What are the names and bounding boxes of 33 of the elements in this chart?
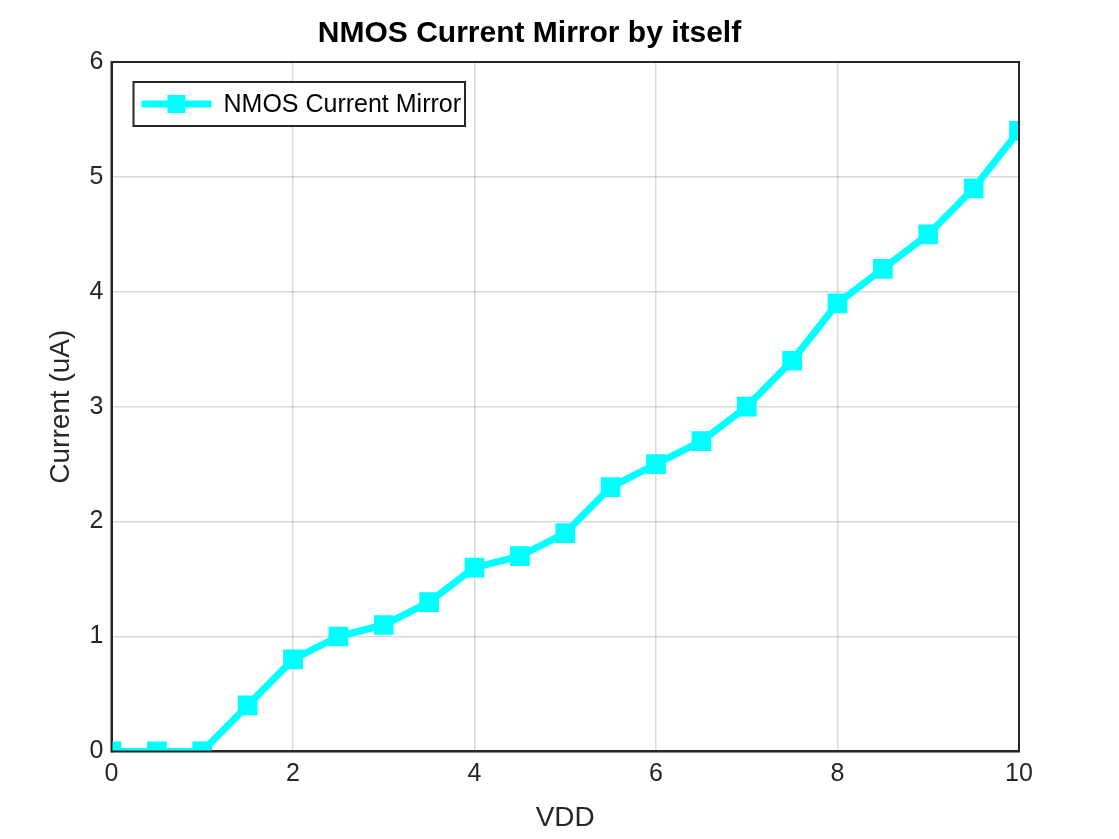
point (600, 477, 621, 497)
x-tick-label: 2 (286, 758, 300, 787)
y-axis-title: Current (uA) (43, 329, 75, 484)
point (918, 224, 939, 245)
point (328, 626, 349, 647)
point (873, 258, 893, 279)
chart-title: NMOS Current Mirror by itself (317, 15, 743, 49)
point (283, 649, 303, 670)
point (736, 396, 757, 417)
y-tick-label: 3 (89, 390, 104, 419)
point (510, 546, 530, 566)
legend-label: NMOS Current Mirror (223, 88, 462, 117)
point (782, 350, 802, 371)
point (827, 293, 848, 314)
point (419, 592, 439, 612)
point (373, 615, 394, 635)
y-tick-label: 6 (89, 45, 104, 74)
y-tick-label: 1 (89, 620, 104, 649)
point (691, 431, 712, 452)
point (555, 523, 576, 543)
point (963, 178, 984, 199)
x-axis-title: VDD (535, 800, 595, 832)
y-tick-label: 5 (89, 160, 104, 189)
point (464, 557, 485, 578)
x-tick-label: 8 (830, 758, 845, 787)
y-tick-label: 2 (89, 505, 104, 534)
y-tick-label: 4 (89, 275, 104, 304)
point (646, 454, 666, 475)
x-tick-label: 6 (649, 758, 663, 787)
x-tick-label: 10 (1005, 758, 1033, 787)
x-tick-label: 4 (467, 758, 482, 787)
point (237, 695, 258, 716)
y-tick-label: 0 (89, 735, 104, 764)
